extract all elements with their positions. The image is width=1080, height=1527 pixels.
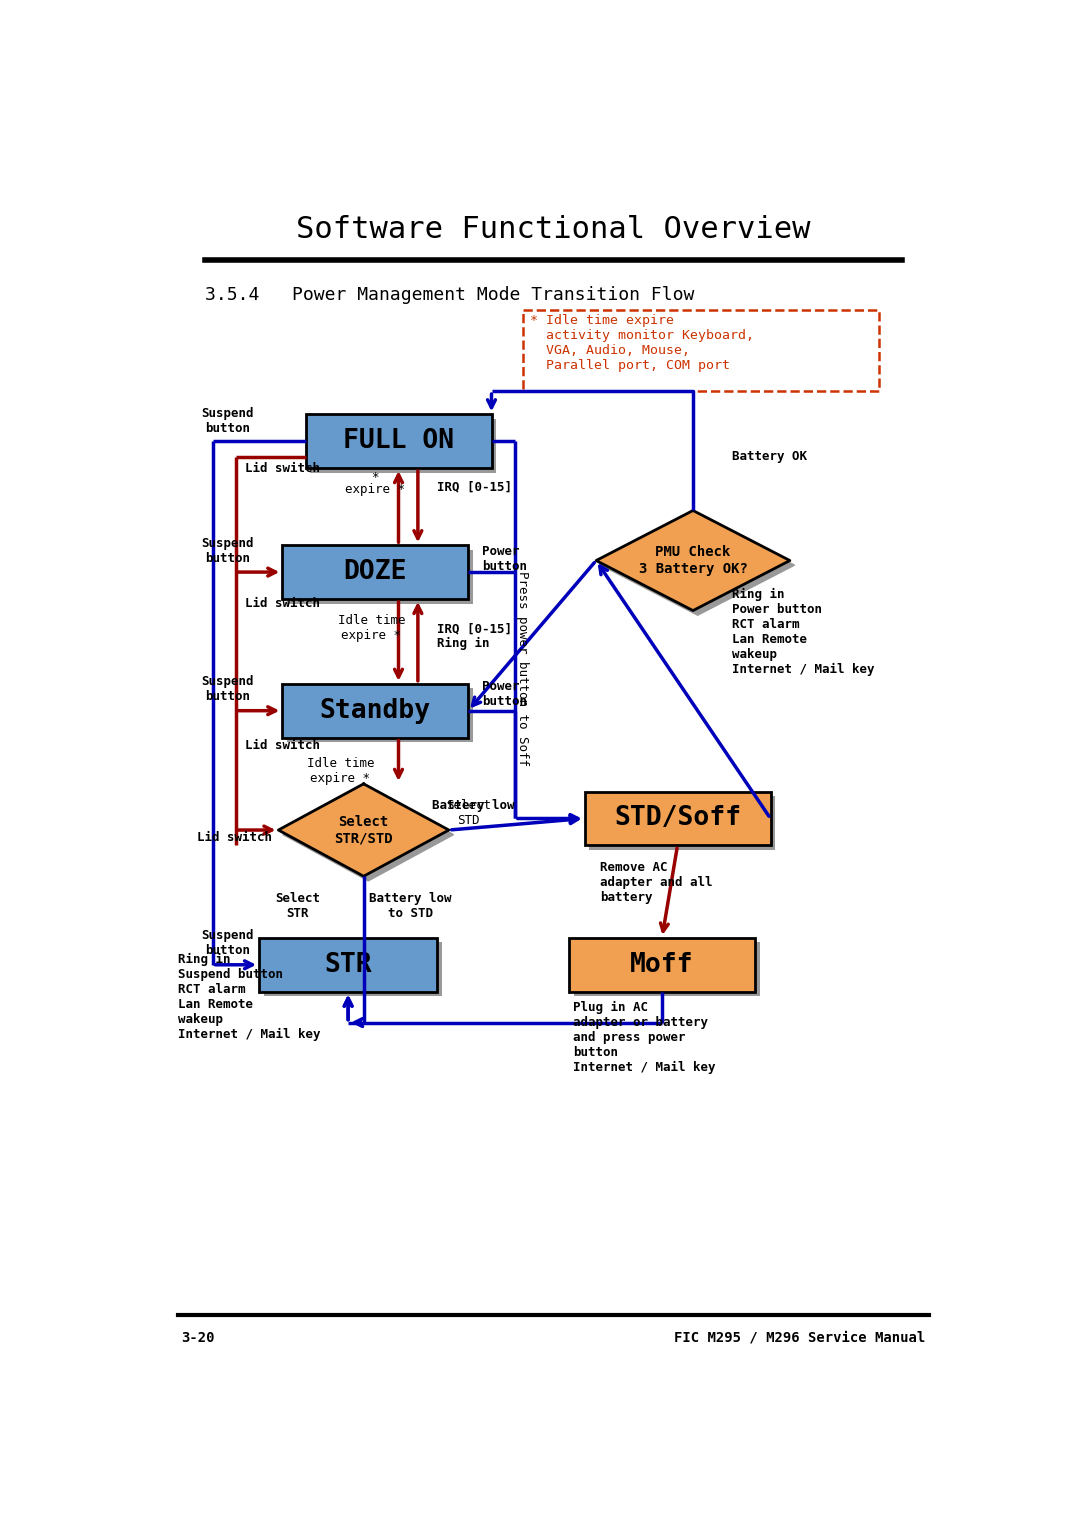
Bar bbox=[584, 791, 770, 846]
Bar bbox=[306, 414, 491, 469]
Text: Plug in AC
adapter or battery
and press power
button
Internet / Mail key: Plug in AC adapter or battery and press … bbox=[572, 1002, 715, 1073]
Text: Suspend
button: Suspend button bbox=[202, 928, 254, 956]
Text: Press power button to Soff: Press power button to Soff bbox=[516, 571, 529, 767]
Bar bbox=[573, 942, 759, 996]
Text: Ring in
Power button
RCT alarm
Lan Remote
wakeup
Internet / Mail key: Ring in Power button RCT alarm Lan Remot… bbox=[732, 588, 874, 675]
Text: IRQ [0-15]
Ring in: IRQ [0-15] Ring in bbox=[437, 621, 512, 651]
Text: *: * bbox=[372, 470, 379, 484]
Polygon shape bbox=[283, 788, 454, 881]
Text: Standby: Standby bbox=[320, 698, 431, 724]
Polygon shape bbox=[600, 515, 795, 615]
Text: Idle time
expire *: Idle time expire * bbox=[338, 614, 405, 643]
Polygon shape bbox=[596, 510, 789, 611]
Text: DOZE: DOZE bbox=[343, 559, 407, 585]
Text: Select
STD: Select STD bbox=[446, 799, 490, 828]
Text: 3-20: 3-20 bbox=[181, 1330, 215, 1345]
Text: Suspend
button: Suspend button bbox=[202, 406, 254, 435]
Bar bbox=[287, 689, 473, 742]
Text: Select
STR/STD: Select STR/STD bbox=[335, 815, 393, 844]
Bar bbox=[569, 938, 755, 991]
Text: Power
button: Power button bbox=[482, 680, 527, 709]
Polygon shape bbox=[279, 783, 449, 876]
Text: FIC M295 / M296 Service Manual: FIC M295 / M296 Service Manual bbox=[674, 1330, 926, 1345]
Text: IRQ [0-15]: IRQ [0-15] bbox=[437, 481, 512, 493]
Text: Idle time
expire *: Idle time expire * bbox=[307, 757, 374, 785]
Text: FULL ON: FULL ON bbox=[343, 428, 454, 454]
Bar bbox=[523, 310, 879, 391]
Bar bbox=[287, 550, 473, 603]
Text: Lid switch: Lid switch bbox=[245, 597, 320, 611]
Text: Ring in
Suspend button
RCT alarm
Lan Remote
wakeup
Internet / Mail key: Ring in Suspend button RCT alarm Lan Rem… bbox=[177, 953, 320, 1041]
Text: 3.5.4   Power Management Mode Transition Flow: 3.5.4 Power Management Mode Transition F… bbox=[205, 286, 694, 304]
Text: Software Functional Overview: Software Functional Overview bbox=[296, 215, 811, 244]
Text: STD/Soff: STD/Soff bbox=[615, 805, 741, 832]
Bar bbox=[310, 418, 496, 473]
Bar bbox=[259, 938, 437, 991]
Bar bbox=[590, 796, 775, 851]
Text: Select
STR: Select STR bbox=[275, 892, 321, 919]
Text: Lid switch: Lid switch bbox=[197, 831, 272, 844]
Text: Lid switch: Lid switch bbox=[245, 739, 320, 751]
Text: expire *: expire * bbox=[346, 483, 405, 496]
Text: Moff: Moff bbox=[631, 951, 693, 977]
Bar bbox=[264, 942, 442, 996]
Text: STR: STR bbox=[324, 951, 372, 977]
Text: Battery low
to STD: Battery low to STD bbox=[369, 892, 451, 919]
Bar bbox=[282, 545, 469, 599]
Text: Suspend
button: Suspend button bbox=[202, 538, 254, 565]
Text: Power
button: Power button bbox=[482, 545, 527, 573]
Text: * Idle time expire
  activity monitor Keyboard,
  VGA, Audio, Mouse,
  Parallel : * Idle time expire activity monitor Keyb… bbox=[530, 315, 754, 373]
Bar bbox=[282, 684, 469, 738]
Text: PMU Check
3 Battery OK?: PMU Check 3 Battery OK? bbox=[638, 545, 747, 576]
Text: Lid switch: Lid switch bbox=[245, 461, 320, 475]
Text: Battery OK: Battery OK bbox=[732, 450, 807, 463]
Text: Battery low: Battery low bbox=[432, 799, 515, 812]
Text: Remove AC
adapter and all
battery: Remove AC adapter and all battery bbox=[600, 861, 713, 904]
Text: Suspend
button: Suspend button bbox=[202, 675, 254, 702]
